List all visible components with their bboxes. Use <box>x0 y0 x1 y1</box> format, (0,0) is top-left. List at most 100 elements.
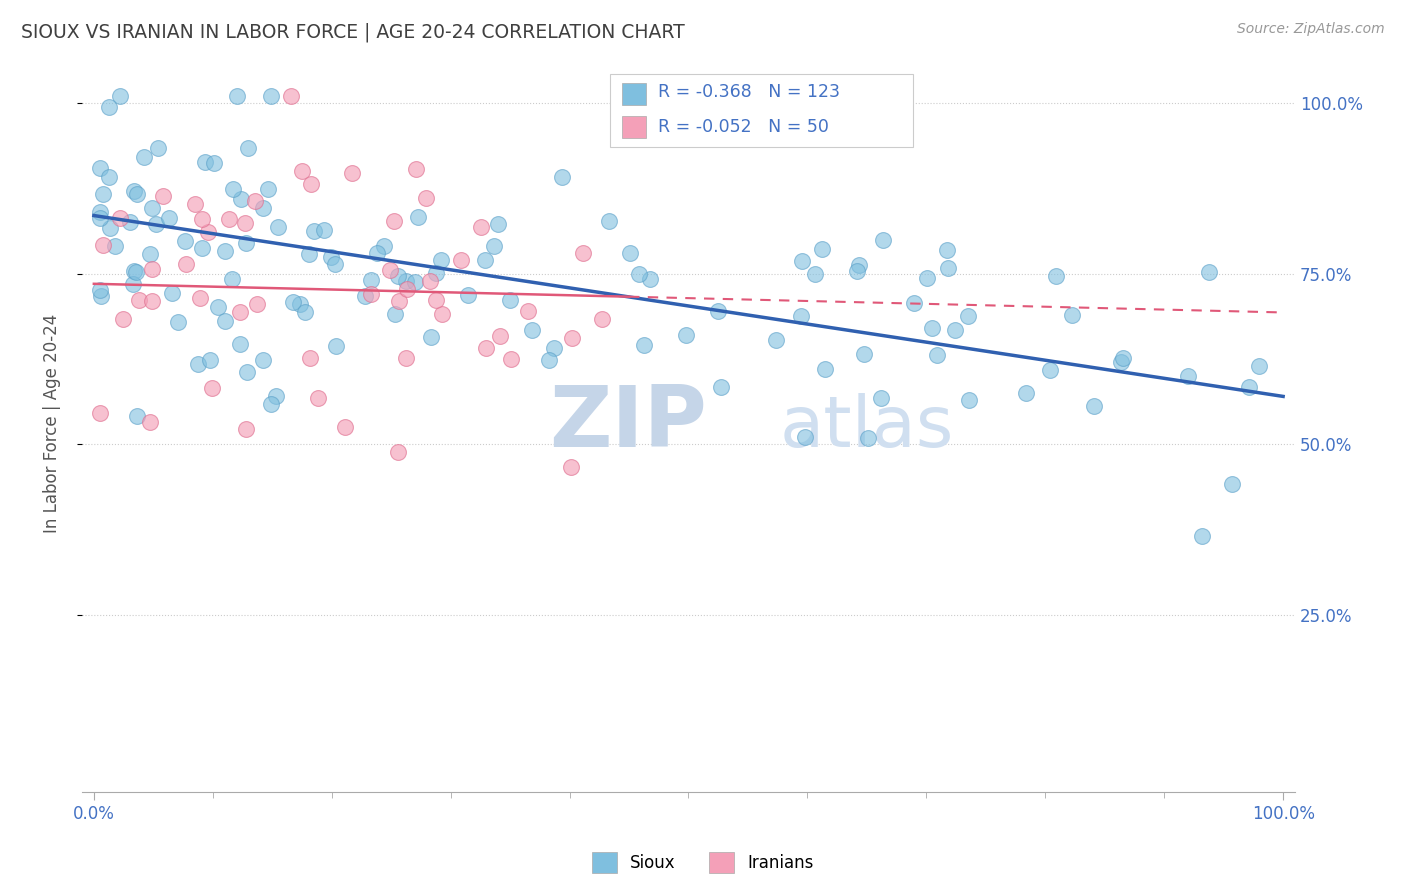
Point <box>420 330 443 344</box>
Point <box>1045 269 1067 284</box>
Point <box>229 337 252 351</box>
Point <box>936 243 959 257</box>
Point <box>619 246 641 260</box>
Point <box>936 261 959 276</box>
Point <box>1249 359 1271 373</box>
Point <box>814 362 837 376</box>
Point <box>125 265 148 279</box>
Point <box>174 234 197 248</box>
Point <box>98 100 121 114</box>
Point <box>1038 362 1060 376</box>
Text: SIOUX VS IRANIAN IN LABOR FORCE | AGE 20-24 CORRELATION CHART: SIOUX VS IRANIAN IN LABOR FORCE | AGE 20… <box>21 22 685 42</box>
Point <box>267 219 290 234</box>
Point <box>141 201 163 215</box>
Point <box>201 381 224 395</box>
Point <box>157 211 180 225</box>
Point <box>903 296 925 310</box>
Point <box>360 273 382 287</box>
Point <box>89 211 111 226</box>
Point <box>870 391 893 405</box>
Point <box>848 258 870 272</box>
Point <box>325 339 347 353</box>
Point <box>486 217 509 231</box>
Point <box>97 170 120 185</box>
Point <box>792 254 814 268</box>
Point <box>112 312 135 326</box>
Point <box>252 353 274 368</box>
Point <box>245 194 267 209</box>
Point <box>260 89 283 103</box>
Point <box>139 246 162 260</box>
Point <box>221 272 243 286</box>
Point <box>162 285 184 300</box>
Point <box>228 305 250 319</box>
Point <box>957 392 980 407</box>
Point <box>118 214 141 228</box>
Point <box>122 264 145 278</box>
Point <box>290 297 312 311</box>
Point <box>395 351 418 365</box>
Point <box>207 301 229 315</box>
Point <box>638 272 661 286</box>
Point <box>571 246 593 260</box>
Point <box>499 293 522 307</box>
Point <box>314 223 336 237</box>
Point <box>335 420 357 434</box>
Point <box>415 191 437 205</box>
Point <box>197 225 219 239</box>
Text: R = -0.368   N = 123: R = -0.368 N = 123 <box>658 83 841 101</box>
Point <box>214 244 236 258</box>
Point <box>184 197 207 211</box>
Point <box>89 406 111 420</box>
Point <box>235 235 257 250</box>
Point <box>1060 308 1083 322</box>
Point <box>537 352 560 367</box>
Point <box>236 141 259 155</box>
Point <box>235 216 257 230</box>
Point <box>108 89 131 103</box>
Point <box>425 293 447 307</box>
Point <box>91 186 114 201</box>
Point <box>765 333 787 347</box>
Point <box>299 351 322 365</box>
Point <box>956 310 979 324</box>
Point <box>404 275 426 289</box>
Point <box>1109 355 1132 369</box>
Y-axis label: In Labor Force | Age 20-24: In Labor Force | Age 20-24 <box>44 314 60 533</box>
Point <box>430 306 453 320</box>
Point <box>425 266 447 280</box>
Point <box>89 283 111 297</box>
Point <box>1220 477 1243 491</box>
Point <box>560 459 582 474</box>
Point <box>121 277 143 291</box>
Point <box>408 210 430 224</box>
Point <box>917 270 939 285</box>
Point <box>790 309 813 323</box>
Point <box>489 329 512 343</box>
Point <box>1112 351 1135 365</box>
Point <box>354 288 377 302</box>
Point <box>675 328 697 343</box>
Point <box>517 303 540 318</box>
Point <box>191 241 214 255</box>
Point <box>872 233 894 247</box>
Point <box>450 253 472 268</box>
Point <box>218 211 240 226</box>
Point <box>264 389 287 403</box>
Point <box>191 211 214 226</box>
Point <box>190 291 212 305</box>
Point <box>396 282 419 296</box>
Point <box>627 268 650 282</box>
Point <box>235 422 257 436</box>
Point <box>1191 529 1213 543</box>
Point <box>176 257 198 271</box>
Point <box>302 224 325 238</box>
Point <box>139 415 162 429</box>
Point <box>360 287 382 301</box>
Point <box>470 219 492 234</box>
Point <box>474 253 496 268</box>
Point <box>419 274 441 288</box>
Point <box>405 162 427 177</box>
Point <box>388 294 411 309</box>
Point <box>214 314 236 328</box>
